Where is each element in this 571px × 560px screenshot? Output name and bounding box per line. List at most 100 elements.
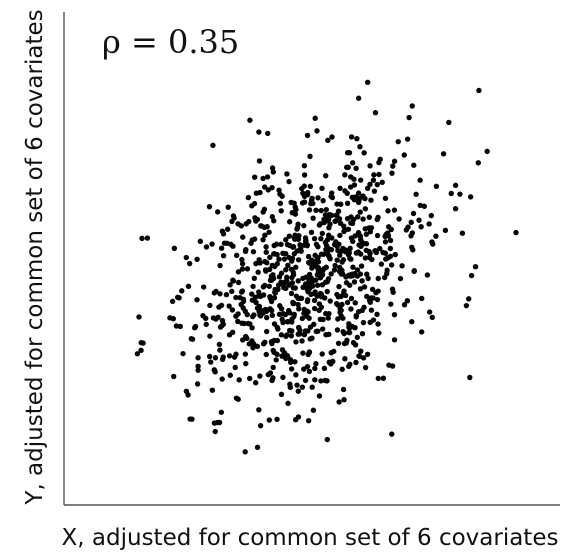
scatter-point (283, 267, 289, 273)
scatter-point (207, 302, 213, 309)
scatter-point (323, 264, 329, 270)
scatter-point (247, 117, 253, 123)
scatter-point (257, 313, 264, 319)
scatter-point (306, 207, 313, 213)
scatter-point (232, 364, 238, 371)
scatter-point (266, 229, 272, 235)
scatter-point (367, 319, 373, 326)
scatter-point (195, 363, 201, 370)
scatter-point (284, 274, 290, 280)
scatter-point (323, 206, 329, 213)
outlier-point (513, 229, 519, 236)
scatter-point (307, 153, 313, 160)
scatter-point (278, 208, 284, 214)
scatter-point (339, 366, 345, 372)
scatter-point (250, 283, 256, 290)
scatter-point (324, 278, 331, 285)
scatter-point (387, 253, 394, 260)
scatter-point (391, 207, 398, 213)
scatter-point (329, 194, 336, 201)
scatter-point (226, 353, 233, 359)
scatter-point (354, 267, 361, 273)
scatter-point (433, 233, 439, 239)
scatter-point (347, 255, 353, 262)
scatter-point (346, 321, 352, 327)
scatter-point (229, 288, 235, 295)
scatter-point (362, 206, 369, 212)
scatter-point (475, 160, 482, 166)
scatter-point (348, 295, 355, 302)
scatter-point (359, 307, 365, 314)
scatter-point (319, 185, 325, 192)
scatter-point (256, 289, 262, 295)
scatter-point (466, 296, 472, 302)
scatter-point (341, 228, 347, 235)
scatter-point (219, 376, 225, 382)
scatter-point (408, 219, 414, 226)
scatter-point (226, 303, 232, 309)
scatter-point (472, 264, 479, 270)
scatter-point (173, 323, 180, 329)
scatter-point (136, 314, 142, 320)
scatter-point (305, 297, 311, 303)
scatter-point (285, 307, 292, 314)
scatter-point (361, 284, 368, 290)
scatter-point (286, 233, 293, 239)
scatter-point (440, 151, 447, 157)
scatter-point (191, 325, 198, 331)
scatter-point (396, 216, 402, 222)
scatter-point (257, 293, 264, 300)
scatter-point (306, 315, 312, 321)
scatter-point (311, 321, 317, 328)
scatter-point (308, 291, 314, 297)
scatter-point (334, 291, 340, 298)
scatter-point (272, 290, 279, 296)
scatter-point (316, 393, 323, 399)
scatter-point (299, 384, 306, 390)
scatter-point (360, 216, 366, 222)
scatter-point (364, 351, 371, 357)
scatter-point (266, 417, 272, 423)
scatter-point (355, 249, 361, 255)
scatter-point (357, 209, 363, 215)
scatter-point (401, 152, 407, 158)
scatter-point (289, 255, 296, 262)
scatter-point (359, 331, 366, 337)
scatter-point (406, 114, 412, 121)
scatter-point (356, 232, 363, 239)
scatter-point (220, 253, 227, 259)
scatter-point (364, 293, 370, 300)
scatter-point (210, 142, 216, 148)
scatter-point (355, 190, 362, 196)
scatter-point (329, 235, 335, 241)
scatter-point (262, 267, 269, 273)
scatter-point (291, 235, 298, 241)
scatter-point (270, 347, 276, 354)
scatter-point (270, 169, 277, 175)
scatter-point (274, 261, 280, 267)
scatter-point (389, 363, 396, 369)
scatter-point (287, 381, 293, 387)
scatter-point (253, 190, 260, 196)
scatter-point (417, 177, 423, 183)
scatter-point (304, 363, 311, 370)
scatter-point (278, 332, 285, 338)
scatter-point (294, 382, 300, 388)
scatter-point (249, 325, 255, 331)
scatter-point (371, 172, 377, 178)
scatter-point (229, 307, 236, 313)
scatter-point (442, 227, 449, 234)
scatter-point (292, 359, 298, 365)
scatter-point (336, 399, 342, 405)
scatter-point (218, 245, 225, 251)
scatter-point (242, 449, 248, 455)
scatter-point (375, 214, 381, 221)
scatter-point (262, 258, 268, 265)
scatter-point (239, 266, 246, 272)
scatter-point (349, 220, 356, 227)
scatter-point (329, 190, 335, 196)
scatter-point (308, 197, 315, 203)
scatter-point (319, 230, 326, 237)
scatter-point (144, 235, 151, 241)
